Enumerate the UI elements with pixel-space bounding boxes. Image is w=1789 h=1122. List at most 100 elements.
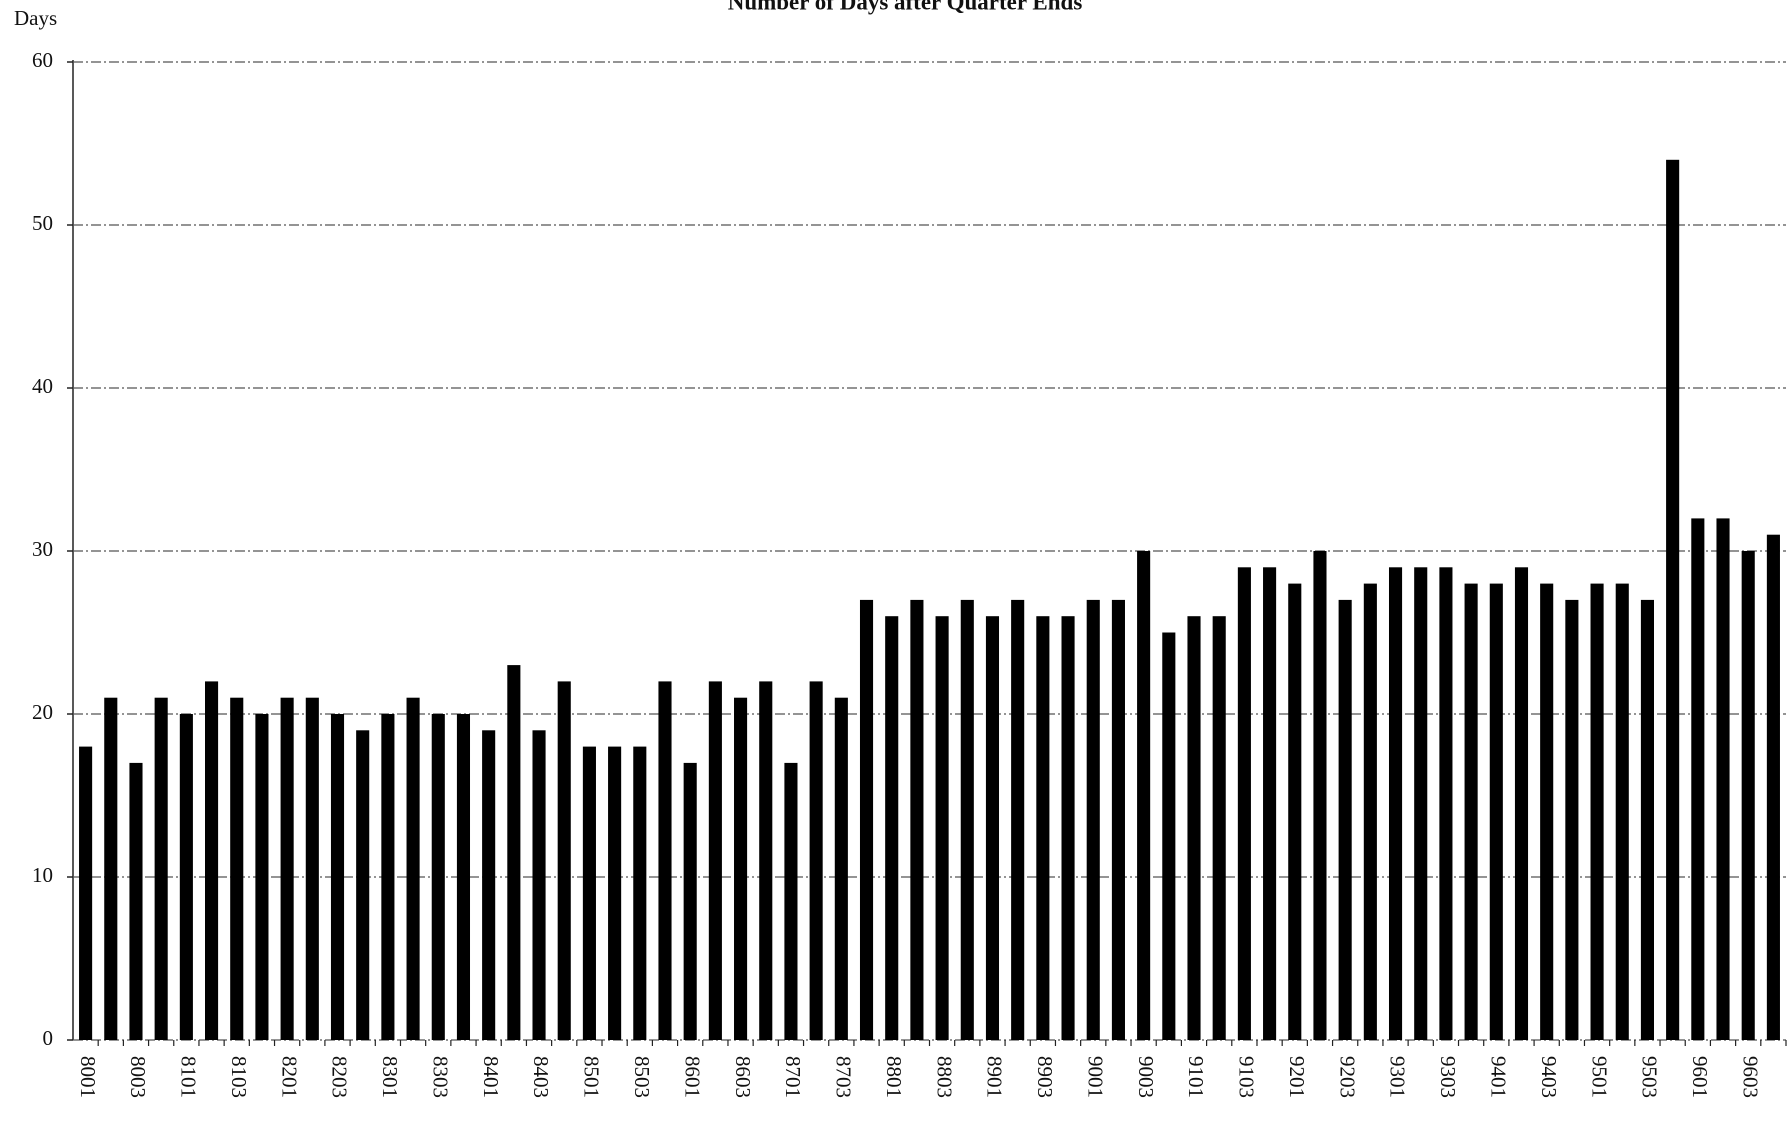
x-tick-label: 8801 [882, 1056, 906, 1098]
bar [1363, 583, 1377, 1040]
bar [129, 762, 143, 1040]
bar [280, 697, 294, 1040]
bar [1540, 583, 1554, 1040]
x-tick-label: 8503 [630, 1056, 654, 1098]
x-tick-label: 9103 [1235, 1056, 1259, 1098]
bar [1615, 583, 1629, 1040]
x-tick-label: 9003 [1134, 1056, 1158, 1098]
bar [1187, 616, 1201, 1040]
bar [330, 714, 345, 1040]
bar [1514, 567, 1529, 1040]
bar [255, 714, 269, 1040]
bar [1388, 567, 1403, 1040]
bar [1590, 583, 1604, 1040]
y-tick-label: 60 [32, 48, 53, 72]
bar [1716, 518, 1730, 1040]
bar [1212, 616, 1226, 1040]
bar [1263, 567, 1277, 1040]
bar [834, 697, 848, 1040]
bar [859, 599, 874, 1040]
x-tick-label: 8303 [428, 1056, 452, 1098]
bar [482, 730, 496, 1040]
bar [885, 616, 899, 1040]
bar [1338, 599, 1352, 1040]
x-tick-label: 8903 [1033, 1056, 1057, 1098]
x-tick-label: 8701 [781, 1056, 805, 1098]
x-tick-label: 9203 [1335, 1056, 1359, 1098]
bar [658, 681, 672, 1040]
bar [356, 730, 370, 1040]
x-tick-label: 8603 [731, 1056, 755, 1098]
x-tick-label: 9503 [1638, 1056, 1662, 1098]
bar [784, 762, 798, 1040]
y-tick-label: 40 [32, 374, 53, 398]
bar [1489, 583, 1503, 1040]
y-tick-label: 50 [32, 211, 53, 235]
bar [759, 681, 773, 1040]
x-tick-label: 8203 [328, 1056, 352, 1098]
bar [1666, 159, 1680, 1041]
bar [1237, 567, 1251, 1040]
x-tick-label: 9501 [1587, 1056, 1611, 1098]
x-tick-label: 8201 [277, 1056, 301, 1098]
y-tick-label: 30 [32, 537, 53, 561]
bar [79, 746, 93, 1040]
x-tick-label: 9303 [1436, 1056, 1460, 1098]
bar [1061, 616, 1075, 1040]
bar [1086, 599, 1100, 1040]
y-axis-label: Days [14, 6, 57, 30]
x-tick-label: 9601 [1688, 1056, 1712, 1098]
bar [1414, 567, 1428, 1040]
x-tick-label: 8803 [932, 1056, 956, 1098]
x-tick-label: 9403 [1537, 1056, 1561, 1098]
bar [1137, 551, 1151, 1040]
bar [179, 714, 193, 1040]
x-tick-label: 8101 [177, 1056, 201, 1098]
bar [1565, 599, 1579, 1040]
bar [154, 697, 168, 1040]
x-tick-label: 9201 [1285, 1056, 1309, 1098]
bar [557, 681, 571, 1040]
y-tick-label: 0 [43, 1026, 54, 1050]
bar [1640, 599, 1654, 1040]
x-tick-label: 8703 [832, 1056, 856, 1098]
bar [1741, 551, 1755, 1040]
bar [507, 665, 521, 1040]
x-tick-label: 8601 [680, 1056, 704, 1098]
bar [456, 714, 471, 1040]
bar [1691, 518, 1705, 1040]
bar [985, 616, 1000, 1040]
bar [1036, 616, 1050, 1040]
x-tick-label: 8301 [378, 1056, 402, 1098]
y-tick-label: 20 [32, 700, 53, 724]
x-tick-label: 8103 [227, 1056, 251, 1098]
bar [381, 714, 395, 1040]
bar [582, 746, 596, 1040]
x-tick-label: 8403 [529, 1056, 553, 1098]
bar [1111, 599, 1125, 1040]
x-tick-label: 8401 [479, 1056, 503, 1098]
bar [734, 697, 748, 1040]
bar [1313, 551, 1327, 1040]
x-tick-label: 9603 [1738, 1056, 1762, 1098]
x-tick-label: 8001 [76, 1056, 100, 1098]
bar [910, 599, 924, 1040]
bar [1162, 632, 1176, 1040]
x-tick-label: 9001 [1083, 1056, 1107, 1098]
y-tick-label: 10 [32, 863, 53, 887]
bar [633, 746, 647, 1040]
bar [1011, 599, 1025, 1040]
bar [205, 681, 219, 1040]
bar [230, 697, 244, 1040]
bar [406, 697, 420, 1040]
bar [809, 681, 823, 1040]
bar [683, 762, 697, 1040]
bar [1766, 534, 1780, 1040]
x-tick-label: 8501 [580, 1056, 604, 1098]
bar [104, 697, 118, 1040]
bar [708, 681, 722, 1040]
chart-title: Number of Days after Quarter Ends [728, 0, 1083, 14]
bar [431, 714, 445, 1040]
x-tick-label: 9101 [1184, 1056, 1208, 1098]
